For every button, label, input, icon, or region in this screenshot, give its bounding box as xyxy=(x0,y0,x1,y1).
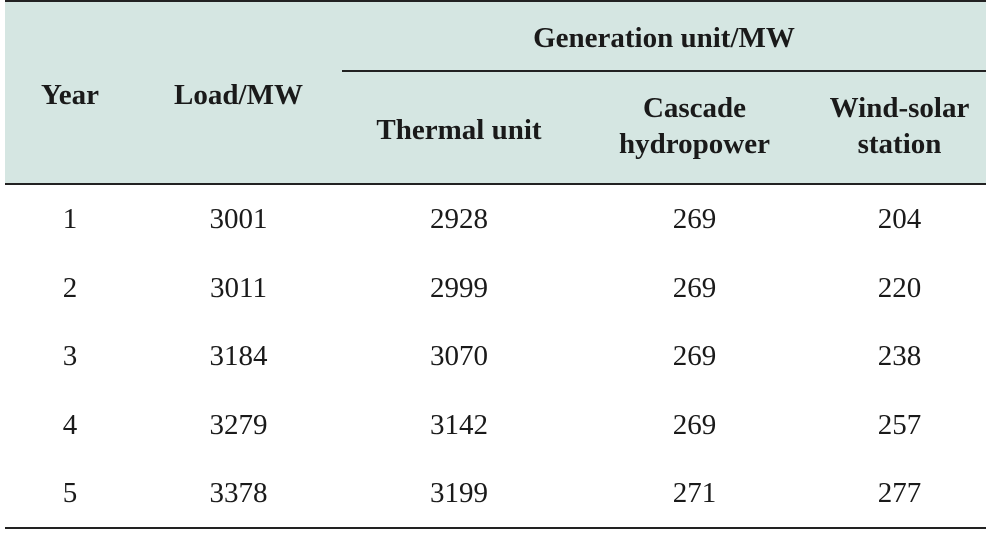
table-row: 3 3184 3070 269 238 xyxy=(5,322,986,390)
header-group-divider xyxy=(342,70,986,72)
cell-load: 3011 xyxy=(210,272,267,304)
cell-cascade: 271 xyxy=(672,477,717,509)
cell-year: 4 xyxy=(62,409,78,441)
header-thermal-unit: Thermal unit xyxy=(376,114,542,146)
cell-year: 3 xyxy=(62,340,78,372)
header-cascade-hydropower: Cascade hydropower xyxy=(576,90,813,162)
cell-year: 1 xyxy=(62,203,78,235)
data-table: Year Load/MW Generation unit/MW Thermal … xyxy=(5,0,986,529)
header-generation-unit: Generation unit/MW xyxy=(533,22,795,54)
cell-year: 2 xyxy=(62,272,78,304)
header-wind-solar-station: Wind-solar station xyxy=(813,90,986,162)
table-row: 2 3011 2999 269 220 xyxy=(5,254,986,322)
cell-year: 5 xyxy=(62,477,78,509)
cell-wind-solar: 220 xyxy=(877,272,922,304)
cell-wind-solar: 238 xyxy=(877,340,922,372)
cell-cascade: 269 xyxy=(672,272,717,304)
cell-cascade: 269 xyxy=(672,340,717,372)
cell-wind-solar: 204 xyxy=(877,203,922,235)
table-bottom-rule xyxy=(5,527,986,529)
header-cascade-line1: Cascade xyxy=(642,92,747,124)
cell-thermal: 3199 xyxy=(430,477,488,509)
cell-wind-solar: 257 xyxy=(877,409,922,441)
header-cascade-line2: hydropower xyxy=(619,128,770,160)
cell-load: 3378 xyxy=(209,477,268,509)
cell-cascade: 269 xyxy=(672,409,717,441)
cell-wind-solar: 277 xyxy=(877,477,922,509)
table-header: Year Load/MW Generation unit/MW Thermal … xyxy=(5,0,986,185)
cell-load: 3184 xyxy=(209,340,268,372)
cell-cascade: 269 xyxy=(672,203,717,235)
cell-thermal: 3142 xyxy=(430,409,488,441)
table-row: 4 3279 3142 269 257 xyxy=(5,391,986,459)
cell-thermal: 2999 xyxy=(430,272,488,304)
header-year: Year xyxy=(41,79,99,111)
cell-load: 3279 xyxy=(209,409,268,441)
header-wind-line2: station xyxy=(857,128,942,160)
table-row: 1 3001 2928 269 204 xyxy=(5,185,986,253)
header-wind-line1: Wind-solar xyxy=(829,92,970,124)
cell-load: 3001 xyxy=(209,203,268,235)
cell-thermal: 3070 xyxy=(430,340,488,372)
cell-thermal: 2928 xyxy=(430,203,488,235)
header-load: Load/MW xyxy=(174,79,303,111)
table-row: 5 3378 3199 271 277 xyxy=(5,459,986,527)
